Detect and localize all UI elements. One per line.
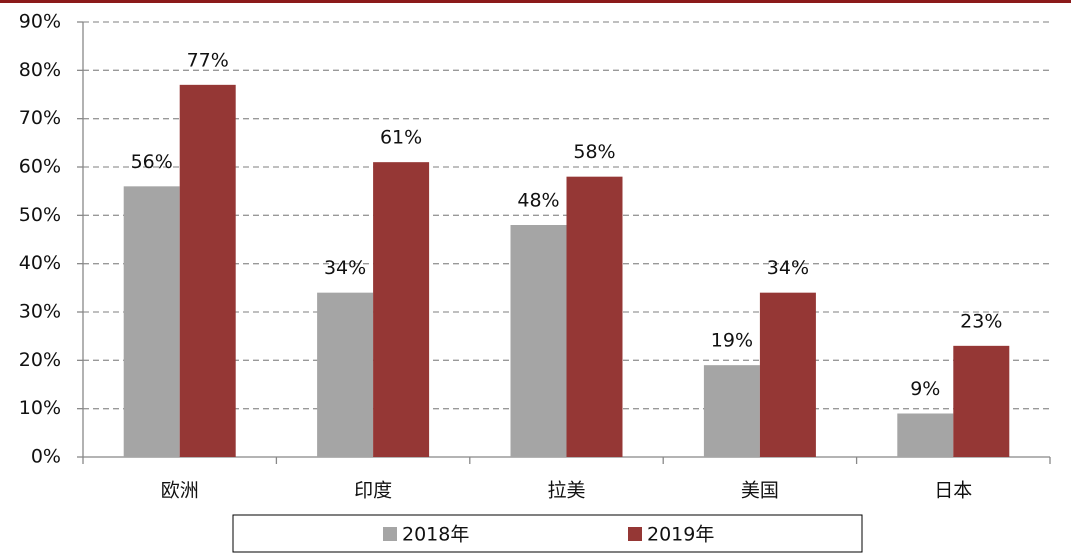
bar — [703, 365, 760, 457]
data-label: 58% — [573, 141, 615, 163]
legend-label: 2018年 — [402, 524, 469, 546]
bar — [897, 413, 954, 457]
bar — [510, 225, 567, 457]
y-tick-label: 0% — [31, 446, 61, 468]
x-tick-label: 拉美 — [547, 480, 585, 502]
bar — [179, 84, 236, 457]
y-tick-label: 30% — [19, 301, 61, 323]
x-tick-label: 日本 — [934, 480, 972, 502]
y-tick-label: 90% — [19, 11, 61, 33]
bar — [759, 292, 816, 457]
legend-label: 2019年 — [647, 524, 714, 546]
bar — [123, 186, 180, 458]
legend-swatch — [383, 527, 397, 541]
data-label: 34% — [767, 257, 809, 279]
bar — [317, 292, 374, 457]
x-tick-label: 欧洲 — [161, 480, 199, 502]
y-tick-label: 10% — [19, 397, 61, 419]
y-tick-label: 60% — [19, 156, 61, 178]
data-label: 61% — [380, 127, 422, 149]
data-label: 23% — [960, 310, 1002, 332]
y-tick-label: 40% — [19, 252, 61, 274]
y-tick-label: 20% — [19, 349, 61, 371]
data-label: 19% — [711, 330, 753, 352]
data-label: 34% — [324, 257, 366, 279]
x-tick-label: 美国 — [741, 480, 779, 502]
data-label: 48% — [517, 190, 559, 212]
legend-swatch — [628, 527, 642, 541]
y-tick-label: 70% — [19, 107, 61, 129]
y-tick-label: 80% — [19, 59, 61, 81]
x-tick-label: 印度 — [354, 480, 392, 502]
data-label: 9% — [910, 378, 940, 400]
bar — [953, 345, 1010, 457]
top-rule — [0, 0, 1071, 3]
data-label: 56% — [131, 151, 173, 173]
data-label: 77% — [187, 49, 229, 71]
bar — [566, 176, 623, 457]
y-tick-label: 50% — [19, 204, 61, 226]
legend-box — [232, 514, 863, 553]
bar — [373, 162, 430, 457]
